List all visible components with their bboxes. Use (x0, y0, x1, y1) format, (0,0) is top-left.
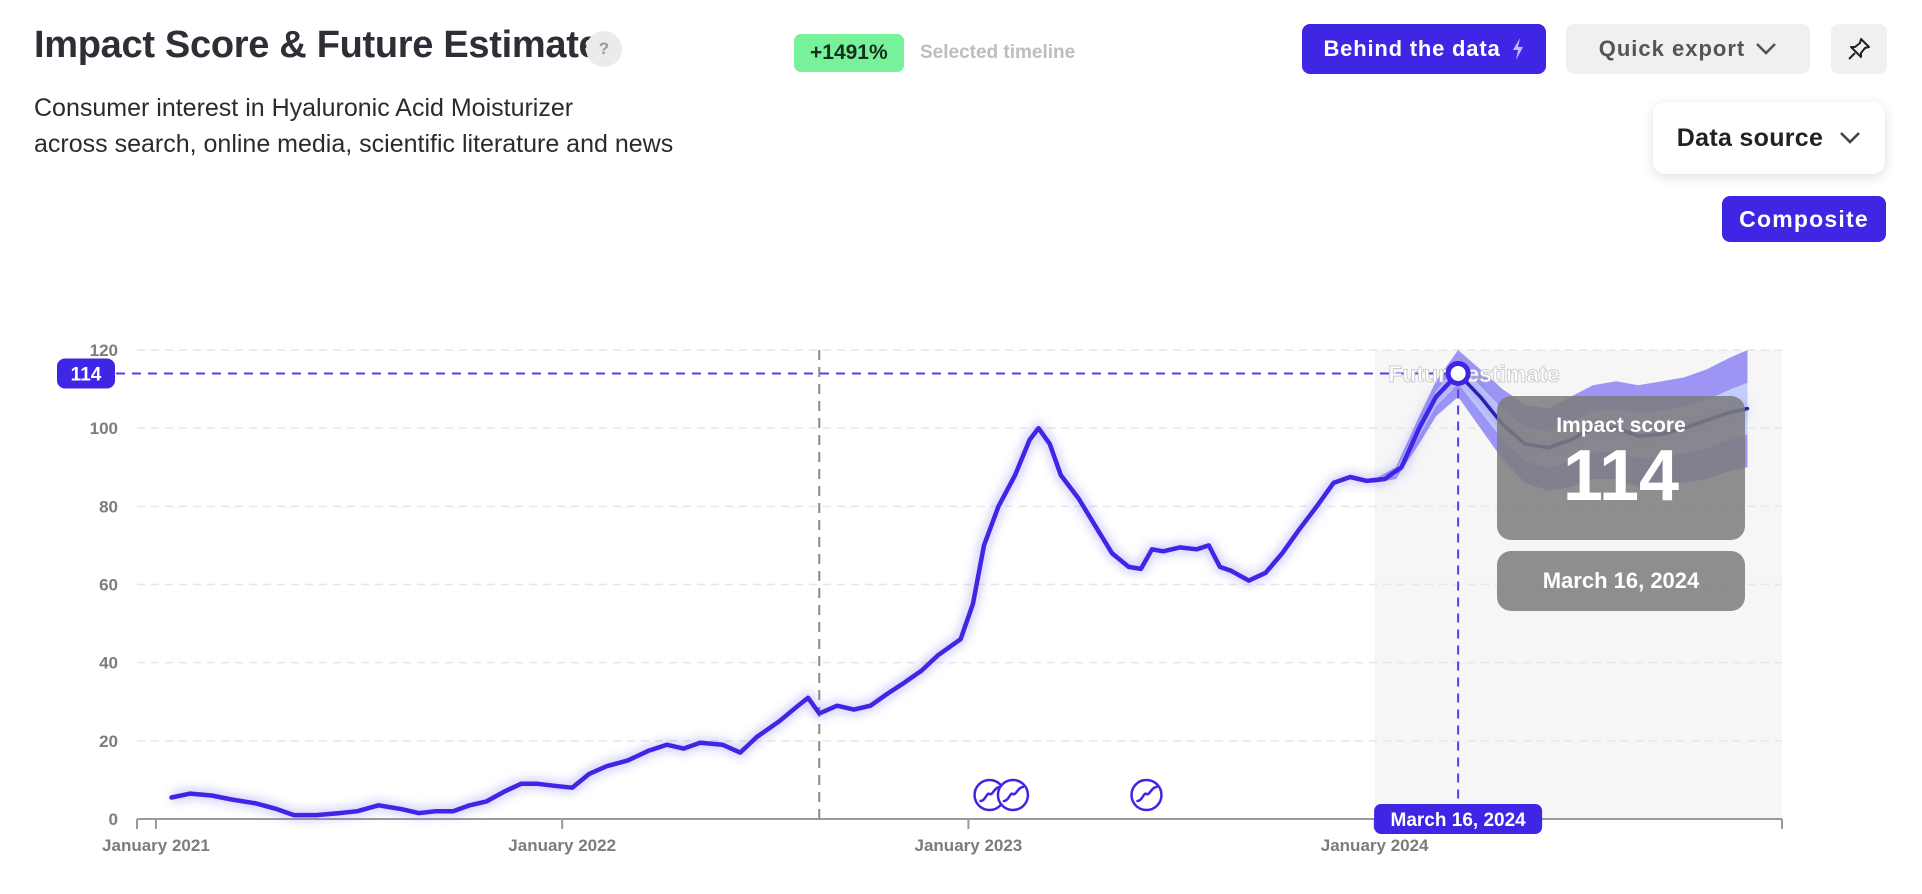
data-source-dropdown[interactable]: Data source (1653, 102, 1885, 174)
selected-date-chip-label: March 16, 2024 (1391, 810, 1527, 831)
y-tick-label: 80 (99, 497, 118, 516)
composite-button[interactable]: Composite (1722, 196, 1886, 242)
series-line-glow (170, 370, 1462, 821)
subtitle-line-2: across search, online media, scientific … (34, 130, 674, 158)
y-tick-label: 20 (99, 732, 118, 751)
chevron-down-icon (1840, 132, 1861, 144)
y-tick-label: 100 (90, 419, 118, 438)
tooltip-score-value: 114 (1562, 436, 1680, 516)
y-tick-label: 60 (99, 576, 118, 595)
y-tick-label: 120 (90, 341, 118, 360)
impact-score-line (169, 371, 1461, 818)
pin-button[interactable] (1831, 24, 1887, 74)
tooltip-score-label: Impact score (1556, 414, 1686, 437)
event-marker-trend (979, 785, 1001, 803)
pin-icon (1848, 38, 1870, 60)
selected-timeline-label: Selected timeline (920, 42, 1076, 63)
selected-date-chip (1374, 804, 1543, 834)
x-tick-label: January 2023 (915, 836, 1023, 855)
selected-value-chip-label: 114 (71, 364, 102, 385)
event-marker-trend (1136, 785, 1158, 803)
future-estimate-label: Future estimate (1388, 361, 1559, 387)
selected-point (1445, 360, 1471, 386)
growth-badge: +1491% (794, 34, 904, 72)
y-tick-label: 40 (99, 654, 118, 673)
x-tick-label: January 2024 (1321, 836, 1429, 855)
selected-value-chip (57, 358, 115, 389)
tooltip-date: March 16, 2024 (1497, 551, 1745, 611)
tooltip-impact-score: Impact score 114 (1497, 396, 1745, 540)
x-tick-label: January 2022 (508, 836, 616, 855)
event-marker-trend (1002, 785, 1025, 803)
subtitle-line-1: Consumer interest in Hyaluronic Acid Moi… (34, 94, 574, 122)
y-tick-label: 0 (109, 810, 118, 829)
lightning-icon (1512, 38, 1523, 60)
page-title: Impact Score & Future Estimate (34, 24, 600, 66)
help-icon[interactable]: ? (586, 31, 622, 67)
x-tick-label: January 2021 (102, 836, 210, 855)
quick-export-button[interactable]: Quick export (1566, 24, 1810, 74)
behind-the-data-button[interactable]: Behind the data (1302, 24, 1546, 74)
quick-export-label: Quick export (1598, 36, 1746, 61)
data-source-label: Data source (1676, 123, 1824, 152)
behind-the-data-label: Behind the data (1323, 36, 1501, 61)
chevron-down-icon (1756, 43, 1777, 55)
